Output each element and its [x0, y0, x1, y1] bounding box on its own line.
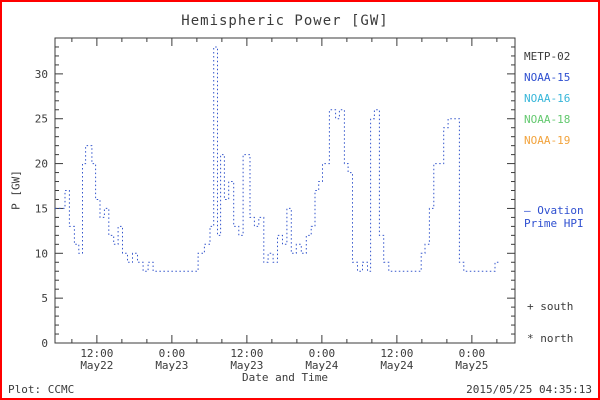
ovation-prime-hpi-label: – Ovation Prime HPI	[524, 204, 584, 230]
x-tick-time: 12:00	[230, 347, 263, 360]
x-tick-date: May24	[380, 359, 413, 372]
hpi-step-line	[55, 46, 501, 272]
legend-item-noaa-16: NOAA-16	[524, 92, 571, 105]
plus-symbol-icon: +	[527, 300, 534, 313]
south-label: south	[540, 300, 574, 313]
x-tick-date: May23	[230, 359, 263, 372]
north-label: north	[540, 332, 574, 345]
x-tick-date: May22	[80, 359, 113, 372]
plot-timestamp: 2015/05/25 04:35:13	[466, 383, 592, 396]
legend-item-noaa-15: NOAA-15	[524, 71, 571, 84]
x-tick-time: 12:00	[80, 347, 113, 360]
asterisk-symbol-icon: *	[527, 332, 534, 345]
south-marker-key: + south	[527, 300, 573, 313]
x-tick-date: May25	[455, 359, 488, 372]
legend-item-noaa-19: NOAA-19	[524, 134, 571, 147]
ovation-line2: Prime HPI	[524, 217, 584, 230]
chart-title: Hemispheric Power [GW]	[181, 13, 389, 29]
north-marker-key: * north	[527, 332, 573, 345]
y-tick-label: 5	[41, 292, 48, 305]
y-tick-label: 15	[35, 202, 48, 215]
y-tick-label: 0	[41, 337, 48, 350]
y-axis-label: P [GW]	[9, 170, 23, 210]
x-tick-time: 12:00	[380, 347, 413, 360]
y-tick-label: 25	[35, 113, 48, 126]
plot-credit: Plot: CCMC	[8, 383, 75, 396]
x-tick-time: 0:00	[309, 347, 336, 360]
x-tick-time: 0:00	[159, 347, 186, 360]
legend-item-metp-02: METP-02	[524, 50, 571, 63]
y-tick-label: 20	[35, 158, 48, 171]
y-tick-label: 30	[35, 68, 48, 81]
y-tick-label: 10	[35, 247, 48, 260]
x-tick-time: 0:00	[459, 347, 486, 360]
axis-frame	[54, 37, 516, 344]
legend-item-noaa-18: NOAA-18	[524, 113, 571, 126]
x-tick-date: May23	[155, 359, 188, 372]
x-axis-label: Date and Time	[241, 371, 329, 384]
ovation-line1: – Ovation	[524, 204, 584, 217]
satellite-legend: METP-02 NOAA-15 NOAA-16 NOAA-18 NOAA-19	[524, 46, 570, 151]
x-tick-date: May24	[305, 359, 338, 372]
